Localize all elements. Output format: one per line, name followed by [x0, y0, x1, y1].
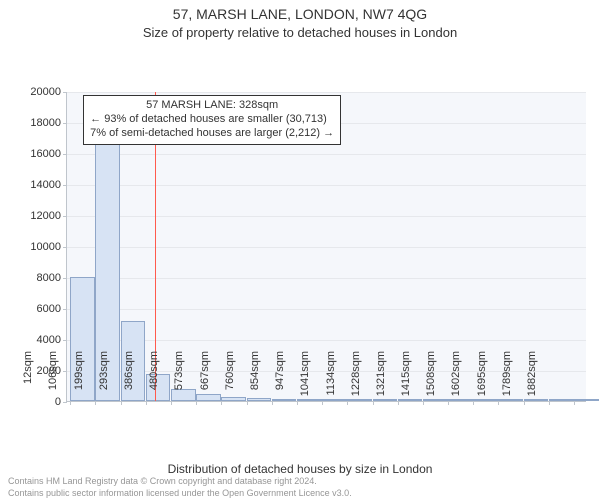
x-axis-label: Distribution of detached houses by size … [0, 462, 600, 476]
gridline [67, 92, 586, 93]
annotation-line: 7% of semi-detached houses are larger (2… [90, 127, 334, 141]
plot-area: 0200040006000800010000120001400016000180… [66, 92, 586, 402]
y-tick-label: 18000 [30, 117, 67, 129]
y-tick-label: 12000 [30, 210, 67, 222]
gridline [67, 278, 586, 279]
y-tick-label: 6000 [37, 303, 67, 315]
page-subtitle: Size of property relative to detached ho… [0, 25, 600, 41]
y-tick-label: 8000 [37, 272, 67, 284]
x-tick-label: 12sqm [22, 351, 34, 405]
y-tick-label: 10000 [30, 241, 67, 253]
gridline [67, 185, 586, 186]
gridline [67, 247, 586, 248]
x-tick-label: 1415sqm [400, 351, 412, 405]
x-tick-label: 480sqm [148, 351, 160, 405]
gridline [67, 216, 586, 217]
annotation-line: ← 93% of detached houses are smaller (30… [90, 113, 334, 127]
x-tick-label: 667sqm [199, 351, 211, 405]
histogram-bar [574, 399, 599, 401]
footer-line: Contains public sector information licen… [8, 488, 352, 500]
footer-line: Contains HM Land Registry data © Crown c… [8, 476, 352, 488]
annotation-box: 57 MARSH LANE: 328sqm← 93% of detached h… [83, 95, 341, 144]
annotation-line: 57 MARSH LANE: 328sqm [90, 99, 334, 113]
x-tick-label: 293sqm [98, 351, 110, 405]
x-tick-label: 386sqm [123, 351, 135, 405]
x-tick-label: 199sqm [73, 351, 85, 405]
x-tick-label: 760sqm [224, 351, 236, 405]
x-tick-label: 1602sqm [450, 351, 462, 405]
y-tick-label: 16000 [30, 148, 67, 160]
y-tick-label: 20000 [30, 86, 67, 98]
x-tick-label: 947sqm [274, 351, 286, 405]
x-tick-label: 1789sqm [501, 351, 513, 405]
y-tick-label: 14000 [30, 179, 67, 191]
x-tick-label: 1695sqm [476, 351, 488, 405]
gridline [67, 154, 586, 155]
x-tick-label: 854sqm [249, 351, 261, 405]
x-tick-label: 1882sqm [526, 351, 538, 405]
gridline [67, 309, 586, 310]
attribution-footer: Contains HM Land Registry data © Crown c… [8, 476, 352, 499]
x-tick-label: 106sqm [47, 351, 59, 405]
page-title: 57, MARSH LANE, LONDON, NW7 4QG [0, 6, 600, 23]
x-tick-label: 1041sqm [299, 351, 311, 405]
x-tick-label: 573sqm [173, 351, 185, 405]
histogram-bar [549, 399, 574, 401]
x-tick-label: 1134sqm [325, 351, 337, 405]
x-tick-label: 1228sqm [350, 351, 362, 405]
x-tick-label: 1508sqm [425, 351, 437, 405]
y-tick-label: 4000 [37, 334, 67, 346]
x-tick-label: 1321sqm [375, 351, 387, 405]
